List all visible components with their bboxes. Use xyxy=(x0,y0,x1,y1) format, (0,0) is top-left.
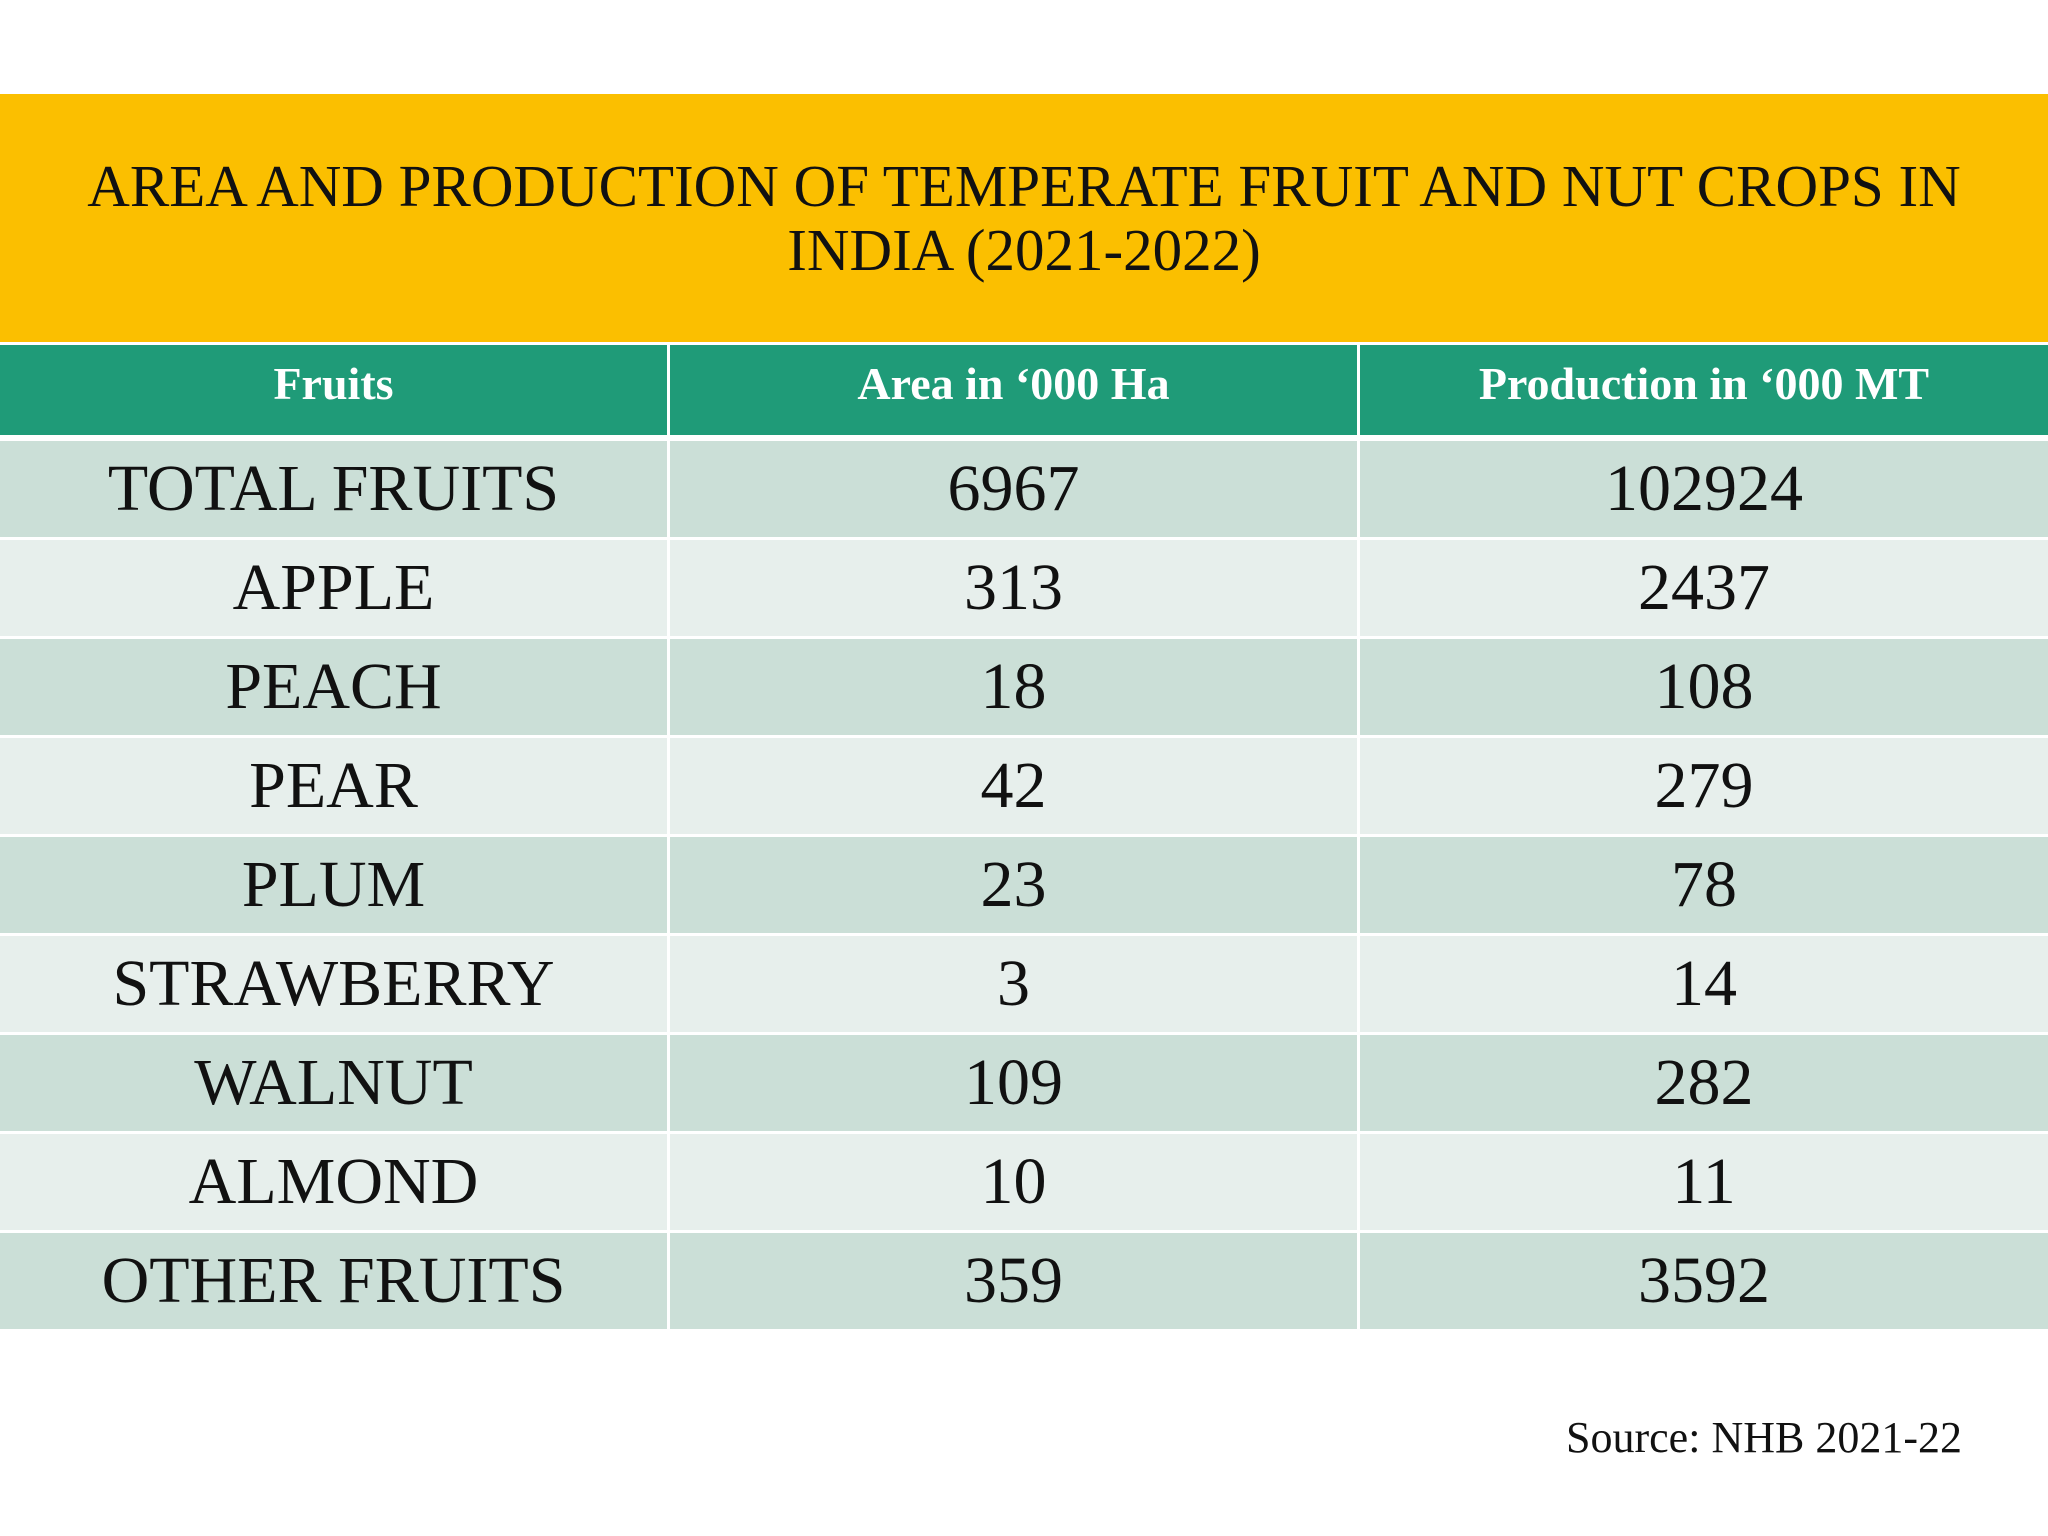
production-cell: 108 xyxy=(1357,639,2048,738)
fruit-cell: PLUM xyxy=(0,837,667,936)
fruit-cell: STRAWBERRY xyxy=(0,936,667,1035)
production-cell: 279 xyxy=(1357,738,2048,837)
production-cell: 78 xyxy=(1357,837,2048,936)
table-row: STRAWBERRY 3 14 xyxy=(0,936,2048,1035)
production-cell: 11 xyxy=(1357,1134,2048,1233)
production-cell: 282 xyxy=(1357,1035,2048,1134)
table-row: APPLE 313 2437 xyxy=(0,540,2048,639)
area-cell: 10 xyxy=(667,1134,1357,1233)
source-note: Source: NHB 2021-22 xyxy=(1566,1413,1962,1462)
area-cell: 3 xyxy=(667,936,1357,1035)
table-row: ALMOND 10 11 xyxy=(0,1134,2048,1233)
table-row: WALNUT 109 282 xyxy=(0,1035,2048,1134)
fruit-cell: PEACH xyxy=(0,639,667,738)
header-fruits: Fruits xyxy=(0,342,667,441)
fruit-cell: OTHER FRUITS xyxy=(0,1233,667,1332)
page-title-line-2: INDIA (2021-2022) xyxy=(787,217,1261,283)
area-cell: 313 xyxy=(667,540,1357,639)
table-row: PEACH 18 108 xyxy=(0,639,2048,738)
area-cell: 6967 xyxy=(667,441,1357,540)
title-band: AREA AND PRODUCTION OF TEMPERATE FRUIT A… xyxy=(0,94,2048,342)
fruit-data-table: Fruits Area in ‘000 Ha Production in ‘00… xyxy=(0,342,2048,1332)
table-row: TOTAL FRUITS 6967 102924 xyxy=(0,441,2048,540)
table-header-row: Fruits Area in ‘000 Ha Production in ‘00… xyxy=(0,342,2048,441)
area-cell: 359 xyxy=(667,1233,1357,1332)
area-cell: 109 xyxy=(667,1035,1357,1134)
production-cell: 3592 xyxy=(1357,1233,2048,1332)
table-row: PLUM 23 78 xyxy=(0,837,2048,936)
production-cell: 102924 xyxy=(1357,441,2048,540)
header-area: Area in ‘000 Ha xyxy=(667,342,1357,441)
page-title-line-1: AREA AND PRODUCTION OF TEMPERATE FRUIT A… xyxy=(87,153,1961,219)
fruit-cell: APPLE xyxy=(0,540,667,639)
area-cell: 18 xyxy=(667,639,1357,738)
area-cell: 23 xyxy=(667,837,1357,936)
header-production: Production in ‘000 MT xyxy=(1357,342,2048,441)
area-cell: 42 xyxy=(667,738,1357,837)
production-cell: 2437 xyxy=(1357,540,2048,639)
fruit-cell: PEAR xyxy=(0,738,667,837)
fruit-cell: TOTAL FRUITS xyxy=(0,441,667,540)
table-row: PEAR 42 279 xyxy=(0,738,2048,837)
table-row: OTHER FRUITS 359 3592 xyxy=(0,1233,2048,1332)
fruit-cell: ALMOND xyxy=(0,1134,667,1233)
fruit-cell: WALNUT xyxy=(0,1035,667,1134)
production-cell: 14 xyxy=(1357,936,2048,1035)
